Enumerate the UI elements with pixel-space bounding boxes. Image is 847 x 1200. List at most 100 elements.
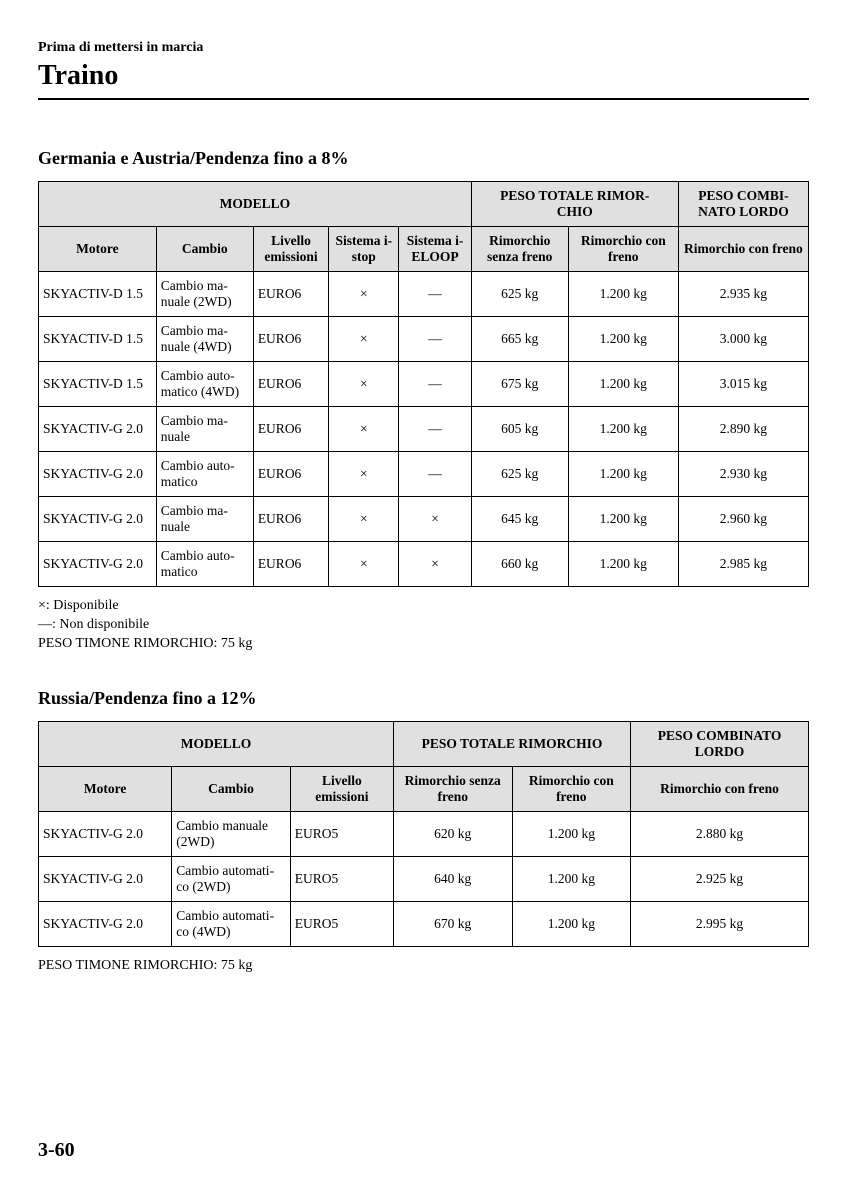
cell-istop: × xyxy=(329,362,399,407)
table-row: SKYACTIV-G 2.0Cambio ma-nualeEURO6××645 … xyxy=(39,497,809,542)
table-section2: MODELLO PESO TOTALE RIMORCHIO PESO COMBI… xyxy=(38,721,809,947)
table-row: SKYACTIV-D 1.5Cambio auto-matico (4WD)EU… xyxy=(39,362,809,407)
title-rule xyxy=(38,98,809,100)
cell-con-freno: 1.200 kg xyxy=(512,901,631,946)
table-row-group-headers: MODELLO PESO TOTALE RIMORCHIO PESO COMBI… xyxy=(39,721,809,766)
cell-livello: EURO6 xyxy=(253,272,328,317)
th-senza-freno: Rimorchio senza freno xyxy=(471,227,568,272)
th-combinato: Rimorchio con freno xyxy=(678,227,808,272)
cell-motore: SKYACTIV-G 2.0 xyxy=(39,856,172,901)
cell-ieloop: × xyxy=(399,497,471,542)
table-row-group-headers: MODELLO PESO TOTALE RIMOR-CHIO PESO COMB… xyxy=(39,182,809,227)
legend-line: ×: Disponibile xyxy=(38,597,809,616)
cell-con-freno: 1.200 kg xyxy=(512,856,631,901)
th-peso-combinato-group: PESO COMBINATO LORDO xyxy=(631,721,809,766)
th-con-freno: Rimorchio con freno xyxy=(568,227,678,272)
cell-combinato: 2.890 kg xyxy=(678,407,808,452)
cell-motore: SKYACTIV-G 2.0 xyxy=(39,497,157,542)
page-title: Traino xyxy=(38,60,809,92)
th-livello: Livello emissioni xyxy=(290,766,393,811)
cell-istop: × xyxy=(329,542,399,587)
cell-motore: SKYACTIV-G 2.0 xyxy=(39,407,157,452)
cell-ieloop: ― xyxy=(399,407,471,452)
cell-cambio: Cambio ma-nuale xyxy=(156,497,253,542)
th-livello: Livello emissioni xyxy=(253,227,328,272)
th-peso-combinato-group: PESO COMBI-NATO LORDO xyxy=(678,182,808,227)
cell-livello: EURO5 xyxy=(290,856,393,901)
cell-senza-freno: 645 kg xyxy=(471,497,568,542)
cell-cambio: Cambio automati-co (4WD) xyxy=(172,901,291,946)
th-cambio: Cambio xyxy=(172,766,291,811)
th-senza-freno: Rimorchio senza freno xyxy=(393,766,512,811)
cell-livello: EURO6 xyxy=(253,452,328,497)
th-combinato: Rimorchio con freno xyxy=(631,766,809,811)
table-row: SKYACTIV-G 2.0Cambio auto-maticoEURO6××6… xyxy=(39,542,809,587)
table-row: SKYACTIV-D 1.5Cambio ma-nuale (2WD)EURO6… xyxy=(39,272,809,317)
cell-con-freno: 1.200 kg xyxy=(568,317,678,362)
cell-cambio: Cambio manuale (2WD) xyxy=(172,811,291,856)
table-row: SKYACTIV-G 2.0Cambio automati-co (4WD)EU… xyxy=(39,901,809,946)
cell-combinato: 2.960 kg xyxy=(678,497,808,542)
cell-ieloop: ― xyxy=(399,452,471,497)
cell-istop: × xyxy=(329,497,399,542)
cell-istop: × xyxy=(329,272,399,317)
legend-line: PESO TIMONE RIMORCHIO: 75 kg xyxy=(38,635,809,654)
page-number: 3-60 xyxy=(38,1139,75,1162)
th-motore: Motore xyxy=(39,766,172,811)
cell-combinato: 2.930 kg xyxy=(678,452,808,497)
cell-con-freno: 1.200 kg xyxy=(568,542,678,587)
section2-heading: Russia/Pendenza fino a 12% xyxy=(38,688,809,709)
table-row-col-headers: Motore Cambio Livello emissioni Sistema … xyxy=(39,227,809,272)
cell-istop: × xyxy=(329,317,399,362)
cell-livello: EURO5 xyxy=(290,811,393,856)
cell-senza-freno: 665 kg xyxy=(471,317,568,362)
cell-ieloop: ― xyxy=(399,362,471,407)
table-row: SKYACTIV-G 2.0Cambio ma-nualeEURO6×―605 … xyxy=(39,407,809,452)
cell-combinato: 2.985 kg xyxy=(678,542,808,587)
cell-combinato: 2.995 kg xyxy=(631,901,809,946)
legend-line: PESO TIMONE RIMORCHIO: 75 kg xyxy=(38,957,809,976)
section1-heading: Germania e Austria/Pendenza fino a 8% xyxy=(38,148,809,169)
table-row: SKYACTIV-D 1.5Cambio ma-nuale (4WD)EURO6… xyxy=(39,317,809,362)
th-cambio: Cambio xyxy=(156,227,253,272)
cell-livello: EURO6 xyxy=(253,407,328,452)
cell-combinato: 2.935 kg xyxy=(678,272,808,317)
th-motore: Motore xyxy=(39,227,157,272)
cell-motore: SKYACTIV-G 2.0 xyxy=(39,452,157,497)
th-peso-totale-group: PESO TOTALE RIMORCHIO xyxy=(393,721,630,766)
th-peso-totale-group: PESO TOTALE RIMOR-CHIO xyxy=(471,182,678,227)
cell-cambio: Cambio auto-matico xyxy=(156,542,253,587)
table-row: SKYACTIV-G 2.0Cambio auto-maticoEURO6×―6… xyxy=(39,452,809,497)
cell-cambio: Cambio auto-matico (4WD) xyxy=(156,362,253,407)
cell-livello: EURO6 xyxy=(253,542,328,587)
th-istop: Sistema i-stop xyxy=(329,227,399,272)
cell-combinato: 3.015 kg xyxy=(678,362,808,407)
cell-senza-freno: 675 kg xyxy=(471,362,568,407)
cell-cambio: Cambio ma-nuale xyxy=(156,407,253,452)
cell-con-freno: 1.200 kg xyxy=(568,362,678,407)
cell-livello: EURO6 xyxy=(253,497,328,542)
cell-combinato: 2.880 kg xyxy=(631,811,809,856)
cell-livello: EURO5 xyxy=(290,901,393,946)
legend-section1: ×: Disponibile ―: Non disponibile PESO T… xyxy=(38,597,809,654)
cell-cambio: Cambio ma-nuale (2WD) xyxy=(156,272,253,317)
cell-ieloop: × xyxy=(399,542,471,587)
cell-istop: × xyxy=(329,407,399,452)
cell-con-freno: 1.200 kg xyxy=(568,407,678,452)
cell-livello: EURO6 xyxy=(253,317,328,362)
cell-motore: SKYACTIV-G 2.0 xyxy=(39,811,172,856)
pretitle: Prima di mettersi in marcia xyxy=(38,40,809,56)
cell-senza-freno: 660 kg xyxy=(471,542,568,587)
legend-line: ―: Non disponibile xyxy=(38,616,809,635)
cell-motore: SKYACTIV-G 2.0 xyxy=(39,901,172,946)
cell-motore: SKYACTIV-D 1.5 xyxy=(39,272,157,317)
cell-livello: EURO6 xyxy=(253,362,328,407)
cell-combinato: 3.000 kg xyxy=(678,317,808,362)
table-row-col-headers: Motore Cambio Livello emissioni Rimorchi… xyxy=(39,766,809,811)
cell-con-freno: 1.200 kg xyxy=(568,497,678,542)
cell-senza-freno: 620 kg xyxy=(393,811,512,856)
cell-senza-freno: 670 kg xyxy=(393,901,512,946)
cell-combinato: 2.925 kg xyxy=(631,856,809,901)
cell-senza-freno: 640 kg xyxy=(393,856,512,901)
table-row: SKYACTIV-G 2.0Cambio manuale (2WD)EURO56… xyxy=(39,811,809,856)
